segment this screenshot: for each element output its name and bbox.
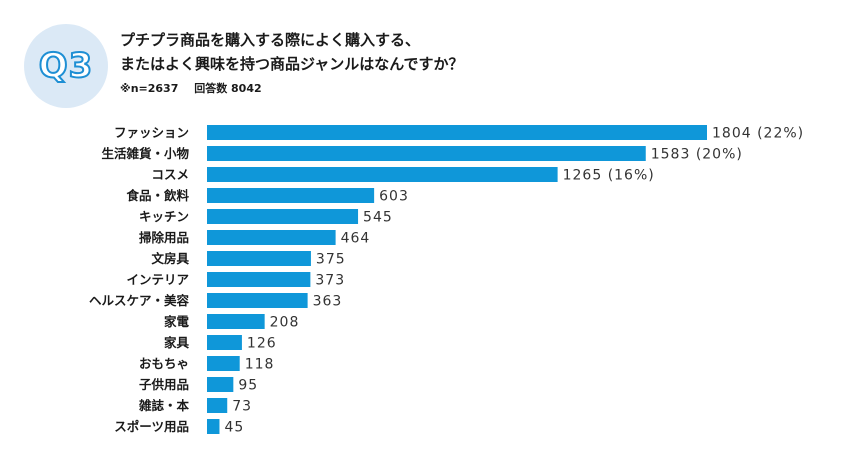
category-label: 掃除用品 [139,230,189,245]
bar [207,188,375,203]
answer-count: 回答数 8042 [194,82,262,95]
value-label: 373 [315,273,345,289]
value-label: 545 [363,210,393,226]
category-label: 雑誌・本 [138,398,190,413]
sample-size: ※n=2637 [120,82,179,95]
bar [207,125,707,140]
value-label: 95 [238,378,258,394]
category-label: キッチン [139,209,189,224]
question-line-2: またはよく興味を持つ商品ジャンルはなんですか？ [120,55,464,73]
category-label: 家具 [164,335,190,350]
bar [207,230,336,245]
bar [207,314,265,329]
value-label: 118 [245,357,275,373]
bar [207,377,234,392]
value-label: 126 [247,336,277,352]
category-label: 子供用品 [139,377,189,392]
category-label: 食品・飲料 [125,188,189,203]
sample-note: ※n=2637 回答数 8042 [120,80,464,96]
value-label: 464 [341,231,371,247]
value-label: 1583 (20%) [651,147,743,163]
category-label: スポーツ用品 [114,419,189,434]
question-line-1: プチプラ商品を購入する際によく購入する、 [120,31,421,49]
value-label: 45 [224,420,244,436]
bar [207,398,228,413]
question-badge: Q3 [24,24,108,108]
category-label: 生活雑貨・小物 [101,146,189,161]
value-label: 1804 (22%) [712,126,804,142]
value-label: 375 [316,252,346,268]
question-number: Q3 [38,45,94,87]
value-label: 603 [379,189,409,205]
category-label: 家電 [164,314,190,329]
category-label: コスメ [151,167,189,182]
value-label: 363 [313,294,343,310]
category-label: ファッション [114,125,189,140]
bar [207,272,311,287]
category-label: インテリア [126,272,189,287]
value-label: 1265 (16%) [563,168,655,184]
bar [207,293,308,308]
bar [207,356,240,371]
category-label: おもちゃ [139,356,189,371]
bar [207,167,558,182]
bar [207,146,646,161]
bar [207,335,242,350]
bar [207,419,220,434]
category-label: ヘルスケア・美容 [89,293,190,308]
bar [207,209,359,224]
category-label: 文房具 [151,251,189,266]
value-label: 208 [270,315,300,331]
question-block: プチプラ商品を購入する際によく購入する、 またはよく興味を持つ商品ジャンルはなん… [120,28,464,96]
value-label: 73 [232,399,252,415]
bar [207,251,311,266]
